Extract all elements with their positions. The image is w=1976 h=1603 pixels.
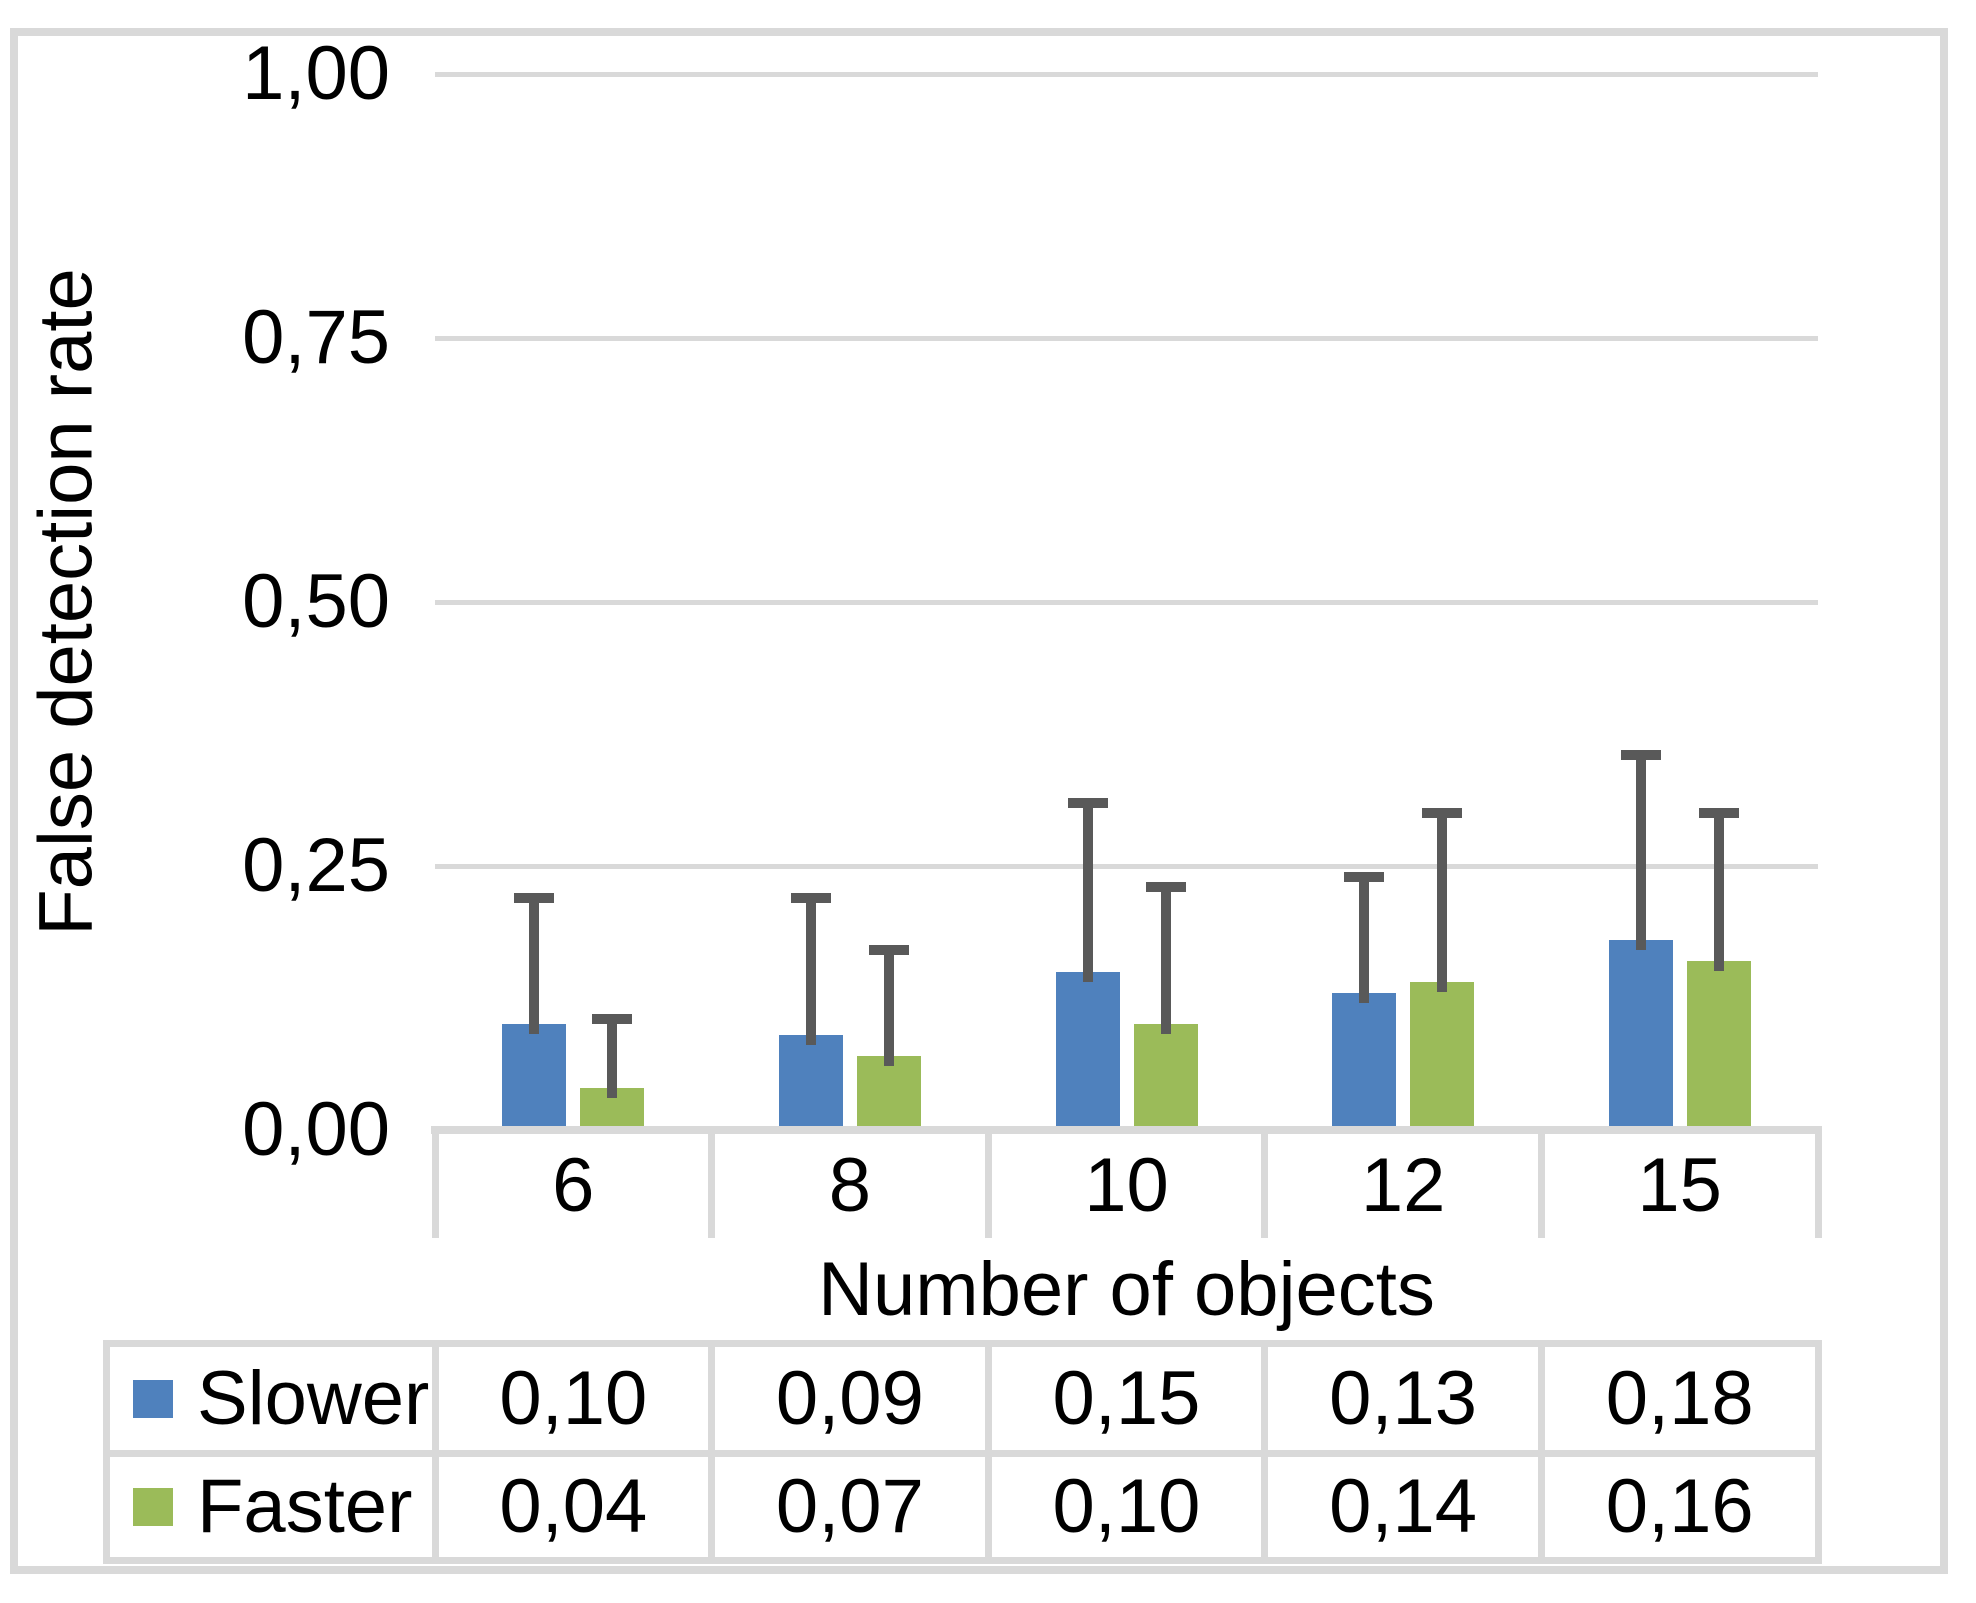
category-label-15: 15 <box>1637 1143 1722 1228</box>
error-bar-faster-6 <box>607 1019 618 1098</box>
category-label-12: 12 <box>1360 1143 1446 1228</box>
table-border-v <box>431 1340 439 1564</box>
table-border-v <box>1537 1340 1545 1564</box>
error-bar-cap-faster-8 <box>868 945 909 956</box>
table-border-v <box>102 1340 110 1564</box>
category-cell-border <box>431 1130 439 1238</box>
bar-slower-10 <box>1055 971 1120 1130</box>
gridline <box>435 599 1818 605</box>
error-bar-faster-10 <box>1160 887 1171 1035</box>
bar-slower-15 <box>1608 939 1673 1130</box>
error-bar-cap-faster-12 <box>1422 808 1463 819</box>
y-tick-label: 0,50 <box>242 559 390 644</box>
value-cell-faster-8: 0,07 <box>775 1464 924 1549</box>
category-cell-border <box>984 1130 992 1238</box>
value-cell-faster-6: 0,04 <box>499 1464 648 1549</box>
table-border-v <box>984 1340 992 1564</box>
table-border-h <box>102 1340 1822 1347</box>
error-bar-faster-15 <box>1713 813 1724 972</box>
value-cell-slower-10: 0,15 <box>1052 1356 1201 1441</box>
error-bar-cap-faster-6 <box>592 1014 633 1025</box>
x-axis-title: Number of objects <box>818 1247 1435 1332</box>
y-tick-label: 0,75 <box>242 295 390 380</box>
category-label-8: 8 <box>828 1143 872 1228</box>
y-tick-label: 1,00 <box>242 31 390 116</box>
legend-label-slower: Slower <box>197 1356 430 1441</box>
y-axis-title: False detection rate <box>23 268 109 936</box>
bar-faster-12 <box>1410 982 1475 1130</box>
table-border-v <box>1814 1340 1822 1564</box>
error-bar-cap-slower-15 <box>1620 750 1661 761</box>
table-border-h <box>102 1557 1822 1564</box>
error-bar-cap-faster-15 <box>1698 808 1739 819</box>
gridline <box>435 71 1818 77</box>
bar-slower-6 <box>502 1024 567 1130</box>
error-bar-cap-slower-12 <box>1344 871 1385 882</box>
gridline <box>435 335 1818 341</box>
bar-slower-8 <box>778 1034 843 1130</box>
error-bar-slower-10 <box>1082 802 1093 982</box>
value-cell-faster-15: 0,16 <box>1605 1464 1754 1549</box>
chart-outer-border <box>10 28 1948 1574</box>
error-bar-cap-faster-10 <box>1145 882 1186 893</box>
category-cell-border <box>708 1130 716 1238</box>
error-bar-faster-12 <box>1437 813 1448 993</box>
table-border-v <box>708 1340 716 1564</box>
x-axis-baseline <box>431 1126 1822 1134</box>
value-cell-slower-8: 0,09 <box>775 1356 924 1441</box>
table-border-v <box>1261 1340 1269 1564</box>
category-label-10: 10 <box>1084 1143 1169 1228</box>
legend-marker-slower <box>133 1379 173 1418</box>
category-cell-border <box>1261 1130 1269 1238</box>
bar-faster-15 <box>1686 961 1751 1130</box>
value-cell-slower-6: 0,10 <box>499 1356 648 1441</box>
bar-slower-12 <box>1332 992 1397 1130</box>
bar-faster-8 <box>856 1056 921 1130</box>
gridline <box>435 863 1818 869</box>
error-bar-cap-slower-6 <box>514 892 555 903</box>
value-cell-slower-15: 0,18 <box>1605 1356 1754 1441</box>
category-label-6: 6 <box>552 1143 595 1228</box>
bar-faster-10 <box>1133 1024 1198 1130</box>
legend-marker-faster <box>133 1488 173 1526</box>
value-cell-slower-12: 0,13 <box>1329 1356 1478 1441</box>
error-bar-slower-6 <box>529 897 540 1035</box>
error-bar-slower-15 <box>1635 755 1646 950</box>
error-bar-cap-slower-10 <box>1067 797 1108 808</box>
error-bar-slower-12 <box>1359 876 1370 1003</box>
error-bar-faster-8 <box>883 950 894 1067</box>
error-bar-slower-8 <box>805 897 816 1045</box>
y-tick-label: 0,00 <box>242 1087 390 1172</box>
category-cell-border <box>1814 1130 1822 1238</box>
error-bar-cap-slower-8 <box>790 892 831 903</box>
value-cell-faster-12: 0,14 <box>1329 1464 1478 1549</box>
y-tick-label: 0,25 <box>242 823 390 908</box>
table-border-h <box>102 1450 1822 1457</box>
value-cell-faster-10: 0,10 <box>1052 1464 1201 1549</box>
category-cell-border <box>1537 1130 1545 1238</box>
legend-label-faster: Faster <box>197 1464 413 1549</box>
